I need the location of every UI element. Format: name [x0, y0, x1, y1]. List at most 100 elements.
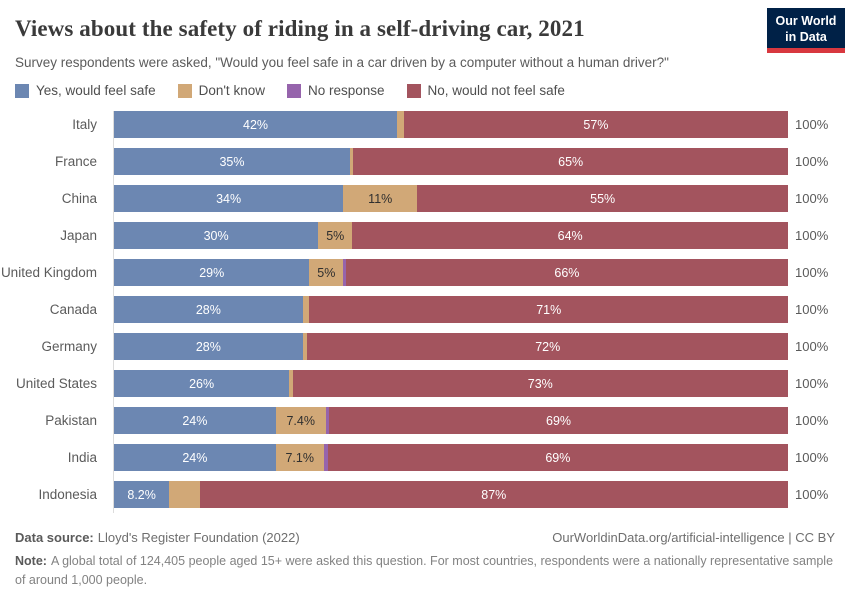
chart-row: Japan 30% 5% 64% 100%: [0, 222, 835, 249]
data-source-label: Data source:: [15, 530, 94, 545]
country-label: China: [61, 191, 97, 206]
bar-segment-dont-know[interactable]: 5%: [309, 259, 344, 286]
bar-stack: 34% 11% 55%: [114, 185, 788, 212]
bar-segment-no[interactable]: 69%: [327, 444, 789, 471]
bar-segment-yes[interactable]: 26%: [114, 370, 290, 397]
bar-value-label: 64%: [557, 228, 583, 243]
bar-segment-dont-know[interactable]: 7.1%: [275, 444, 324, 471]
bar-value-label: 87%: [481, 487, 507, 502]
bar-segment-no[interactable]: 64%: [352, 222, 789, 249]
bar-segment-no[interactable]: 57%: [403, 111, 788, 138]
bar-segment-yes[interactable]: 24%: [114, 444, 276, 471]
total-label: 100%: [795, 265, 829, 280]
bar-segment-yes[interactable]: 29%: [114, 259, 310, 286]
bar-segment-dont-know[interactable]: [397, 111, 404, 138]
bar-segment-no[interactable]: 73%: [292, 370, 788, 397]
bar-segment-yes[interactable]: 24%: [114, 407, 276, 434]
bar-segment-dont-know[interactable]: 11%: [343, 185, 418, 212]
total-label: 100%: [795, 117, 829, 132]
bar-stack: 8.2% 87%: [114, 481, 788, 508]
bar-chart: Italy 42% 57% 100% France 35% 65% 100% China 34% 1…: [0, 111, 850, 513]
legend-swatch-no: [406, 83, 421, 98]
chart-row: Pakistan 24% 7.4% 69% 100%: [0, 407, 835, 434]
bar-segment-no[interactable]: 69%: [329, 407, 789, 434]
bar-segment-dont-know[interactable]: 5%: [318, 222, 353, 249]
bar-segment-no[interactable]: 71%: [309, 296, 788, 323]
chart-footer: Data source: Lloyd's Register Foundation …: [0, 530, 850, 591]
bar-segment-yes[interactable]: 28%: [114, 296, 303, 323]
bar-segment-no[interactable]: 87%: [199, 481, 788, 508]
bar-stack: 28% 72%: [114, 333, 788, 360]
bar-value-label: 57%: [583, 117, 609, 132]
bar-segment-yes[interactable]: 28%: [114, 333, 303, 360]
bar-segment-no-response[interactable]: [323, 444, 328, 471]
bar-value-label: 66%: [554, 265, 580, 280]
country-label: United States: [15, 376, 97, 391]
legend-swatch-dont-know: [177, 83, 192, 98]
bar-value-label: 69%: [545, 450, 571, 465]
y-axis-line: [113, 111, 114, 513]
bar-segment-yes[interactable]: 35%: [114, 148, 350, 175]
total-label: 100%: [795, 191, 829, 206]
bar-segment-dont-know[interactable]: [169, 481, 200, 508]
bar-value-label: 55%: [590, 191, 616, 206]
bar-segment-dont-know[interactable]: 7.4%: [275, 407, 326, 434]
bar-segment-no[interactable]: 66%: [345, 259, 788, 286]
legend-label-yes: Yes, would feel safe: [36, 83, 156, 98]
bar-value-label: 5%: [326, 228, 345, 243]
legend-item-no[interactable]: No, would not feel safe: [406, 83, 565, 98]
bar-segment-yes[interactable]: 30%: [114, 222, 319, 249]
country-label: Indonesia: [38, 487, 97, 502]
total-label: 100%: [795, 154, 829, 169]
country-label: France: [54, 154, 97, 169]
bar-segment-no[interactable]: 72%: [307, 333, 788, 360]
owid-logo-line2: in Data: [785, 30, 827, 44]
bar-value-label: 73%: [527, 376, 553, 391]
chart-row: United Kingdom 29% 5% 66% 100%: [0, 259, 835, 286]
owid-link[interactable]: OurWorldinData.org/artificial-intelligen…: [552, 530, 835, 545]
legend-label-dont-know: Don't know: [198, 83, 265, 98]
bar-segment-no-response[interactable]: [343, 259, 346, 286]
bar-segment-yes[interactable]: 8.2%: [114, 481, 170, 508]
bar-value-label: 69%: [546, 413, 572, 428]
country-label: Japan: [60, 228, 97, 243]
bar-stack: 30% 5% 64%: [114, 222, 789, 249]
chart-row: Germany 28% 72% 100%: [0, 333, 835, 360]
bar-segment-yes[interactable]: 34%: [114, 185, 344, 212]
legend-item-yes[interactable]: Yes, would feel safe: [15, 83, 156, 98]
legend-item-no-response[interactable]: No response: [286, 83, 385, 98]
chart-row: China 34% 11% 55% 100%: [0, 185, 835, 212]
bar-stack: 28% 71%: [114, 296, 788, 323]
owid-logo-line1: Our World: [775, 14, 837, 28]
bar-value-label: 30%: [203, 228, 229, 243]
bar-value-label: 24%: [182, 413, 208, 428]
footer-source-row: Data source: Lloyd's Register Foundation …: [15, 530, 835, 545]
bar-segment-dont-know[interactable]: [349, 148, 354, 175]
bar-value-label: 35%: [219, 154, 245, 169]
bar-segment-dont-know[interactable]: [302, 296, 310, 323]
legend-item-dont-know[interactable]: Don't know: [177, 83, 265, 98]
bar-value-label: 28%: [195, 302, 221, 317]
country-label: Italy: [72, 117, 97, 132]
total-label: 100%: [795, 413, 829, 428]
bar-segment-no[interactable]: 55%: [417, 185, 788, 212]
bar-value-label: 8.2%: [127, 487, 156, 502]
bar-stack: 24% 7.1% 69%: [114, 444, 789, 471]
legend-swatch-yes: [15, 83, 29, 98]
total-label: 100%: [795, 302, 829, 317]
bar-stack: 42% 57%: [114, 111, 788, 138]
bar-segment-dont-know[interactable]: [302, 333, 308, 360]
legend-swatch-no-response: [286, 83, 301, 98]
country-label: Germany: [41, 339, 97, 354]
data-source-value: Lloyd's Register Foundation (2022): [97, 530, 300, 545]
bar-segment-no-response[interactable]: [325, 407, 330, 434]
bar-segment-yes[interactable]: 42%: [114, 111, 398, 138]
page-title: Views about the safety of riding in a se…: [15, 16, 585, 41]
bar-stack: 26% 73%: [114, 370, 788, 397]
bar-value-label: 42%: [243, 117, 269, 132]
bar-segment-dont-know[interactable]: [289, 370, 293, 397]
legend: Yes, would feel safe Don't know No respons…: [15, 83, 835, 98]
total-label: 100%: [795, 376, 829, 391]
bar-segment-no[interactable]: 65%: [353, 148, 789, 175]
